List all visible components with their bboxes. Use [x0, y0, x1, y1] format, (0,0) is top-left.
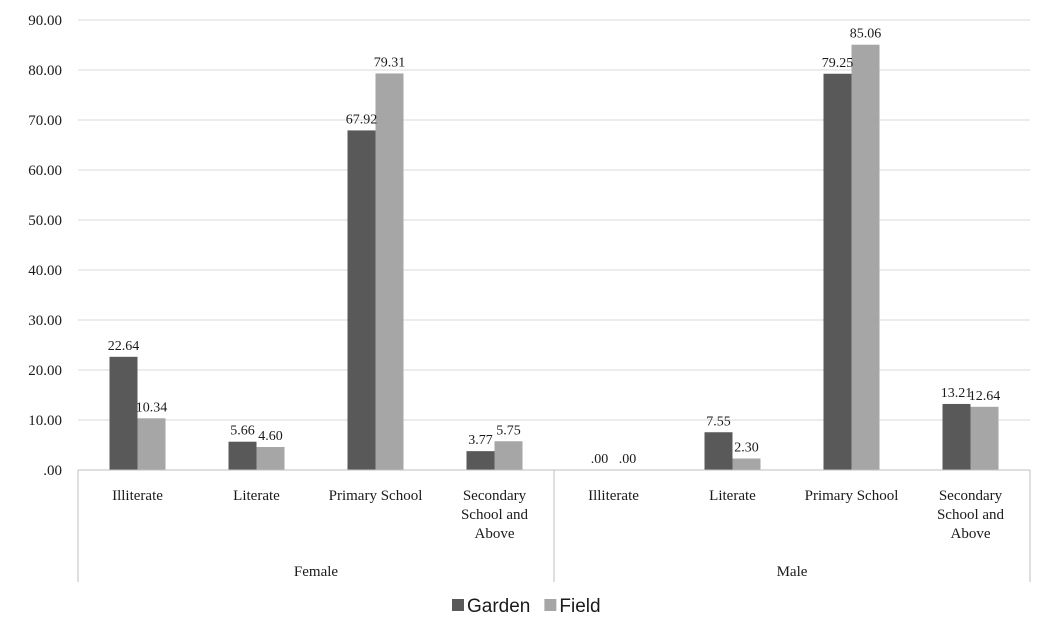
x-category-label: Illiterate: [588, 488, 639, 504]
data-label-garden: .00: [591, 452, 609, 467]
data-label-field: 4.60: [258, 429, 283, 444]
x-category-label: Literate: [709, 488, 756, 504]
y-axis-tick-labels: .00 10.00 20.00 30.00 40.00 50.00 60.00 70.00 80…: [28, 13, 62, 479]
bar-garden: [466, 451, 495, 470]
bar-field: [494, 441, 523, 470]
data-label-field: 10.34: [136, 400, 168, 415]
y-tick-label: 40.00: [28, 263, 62, 279]
legend-swatch-field: [544, 599, 557, 611]
data-label-garden: 3.77: [468, 433, 493, 448]
data-label-garden: 13.21: [941, 386, 973, 401]
gridlines: [78, 19, 1030, 471]
y-tick-label: 20.00: [28, 363, 62, 379]
y-tick-label: 80.00: [28, 63, 62, 79]
bars: [109, 44, 999, 470]
legend-label-garden: Garden: [467, 596, 530, 617]
data-label-field: 5.75: [496, 423, 521, 438]
bar-garden: [347, 130, 376, 470]
x-group-label: Female: [294, 564, 338, 580]
x-category-label: Literate: [233, 488, 280, 504]
legend: Garden Field: [452, 596, 601, 617]
y-tick-label: 30.00: [28, 313, 62, 329]
x-category-label: Secondary School and Above: [461, 488, 529, 542]
bar-field: [970, 406, 999, 470]
data-label-field: 2.30: [734, 441, 759, 456]
y-tick-label: 50.00: [28, 213, 62, 229]
data-labels: 22.64 5.66 67.92 3.77 .00 7.55 79.25 13.21 10.34…: [108, 27, 1001, 467]
bar-garden: [704, 432, 733, 470]
x-category-label: Secondary School and Above: [937, 488, 1005, 542]
data-label-field: 12.64: [969, 389, 1001, 404]
data-label-garden: 22.64: [108, 339, 140, 354]
y-tick-label: 10.00: [28, 413, 62, 429]
y-tick-label: .00: [43, 463, 62, 479]
bar-field: [256, 447, 285, 470]
bar-field: [137, 418, 166, 470]
y-tick-label: 60.00: [28, 163, 62, 179]
bar-garden: [942, 403, 971, 470]
x-category-label: Illiterate: [112, 488, 163, 504]
legend-label-field: Field: [559, 596, 600, 617]
bar-field: [851, 44, 880, 470]
data-label-garden: 5.66: [230, 424, 255, 439]
x-axis: Illiterate Literate Primary School Secondar…: [77, 469, 1031, 582]
bar-field: [732, 458, 761, 470]
x-group-label: Male: [777, 564, 808, 580]
y-tick-label: 70.00: [28, 113, 62, 129]
bar-garden: [228, 441, 257, 470]
data-label-field: 79.31: [374, 55, 406, 70]
data-label-garden: 67.92: [346, 112, 378, 127]
x-category-label: Primary School: [805, 488, 899, 504]
data-label-field: 85.06: [850, 27, 882, 42]
data-label-garden: 79.25: [822, 56, 854, 71]
data-label-garden: 7.55: [706, 414, 731, 429]
bar-field: [375, 73, 404, 470]
data-label-field: .00: [619, 452, 637, 467]
bar-garden: [109, 356, 138, 470]
x-category-label: Primary School: [329, 488, 423, 504]
bar-garden: [823, 73, 852, 470]
legend-swatch-garden: [452, 599, 464, 611]
y-tick-label: 90.00: [28, 13, 62, 29]
